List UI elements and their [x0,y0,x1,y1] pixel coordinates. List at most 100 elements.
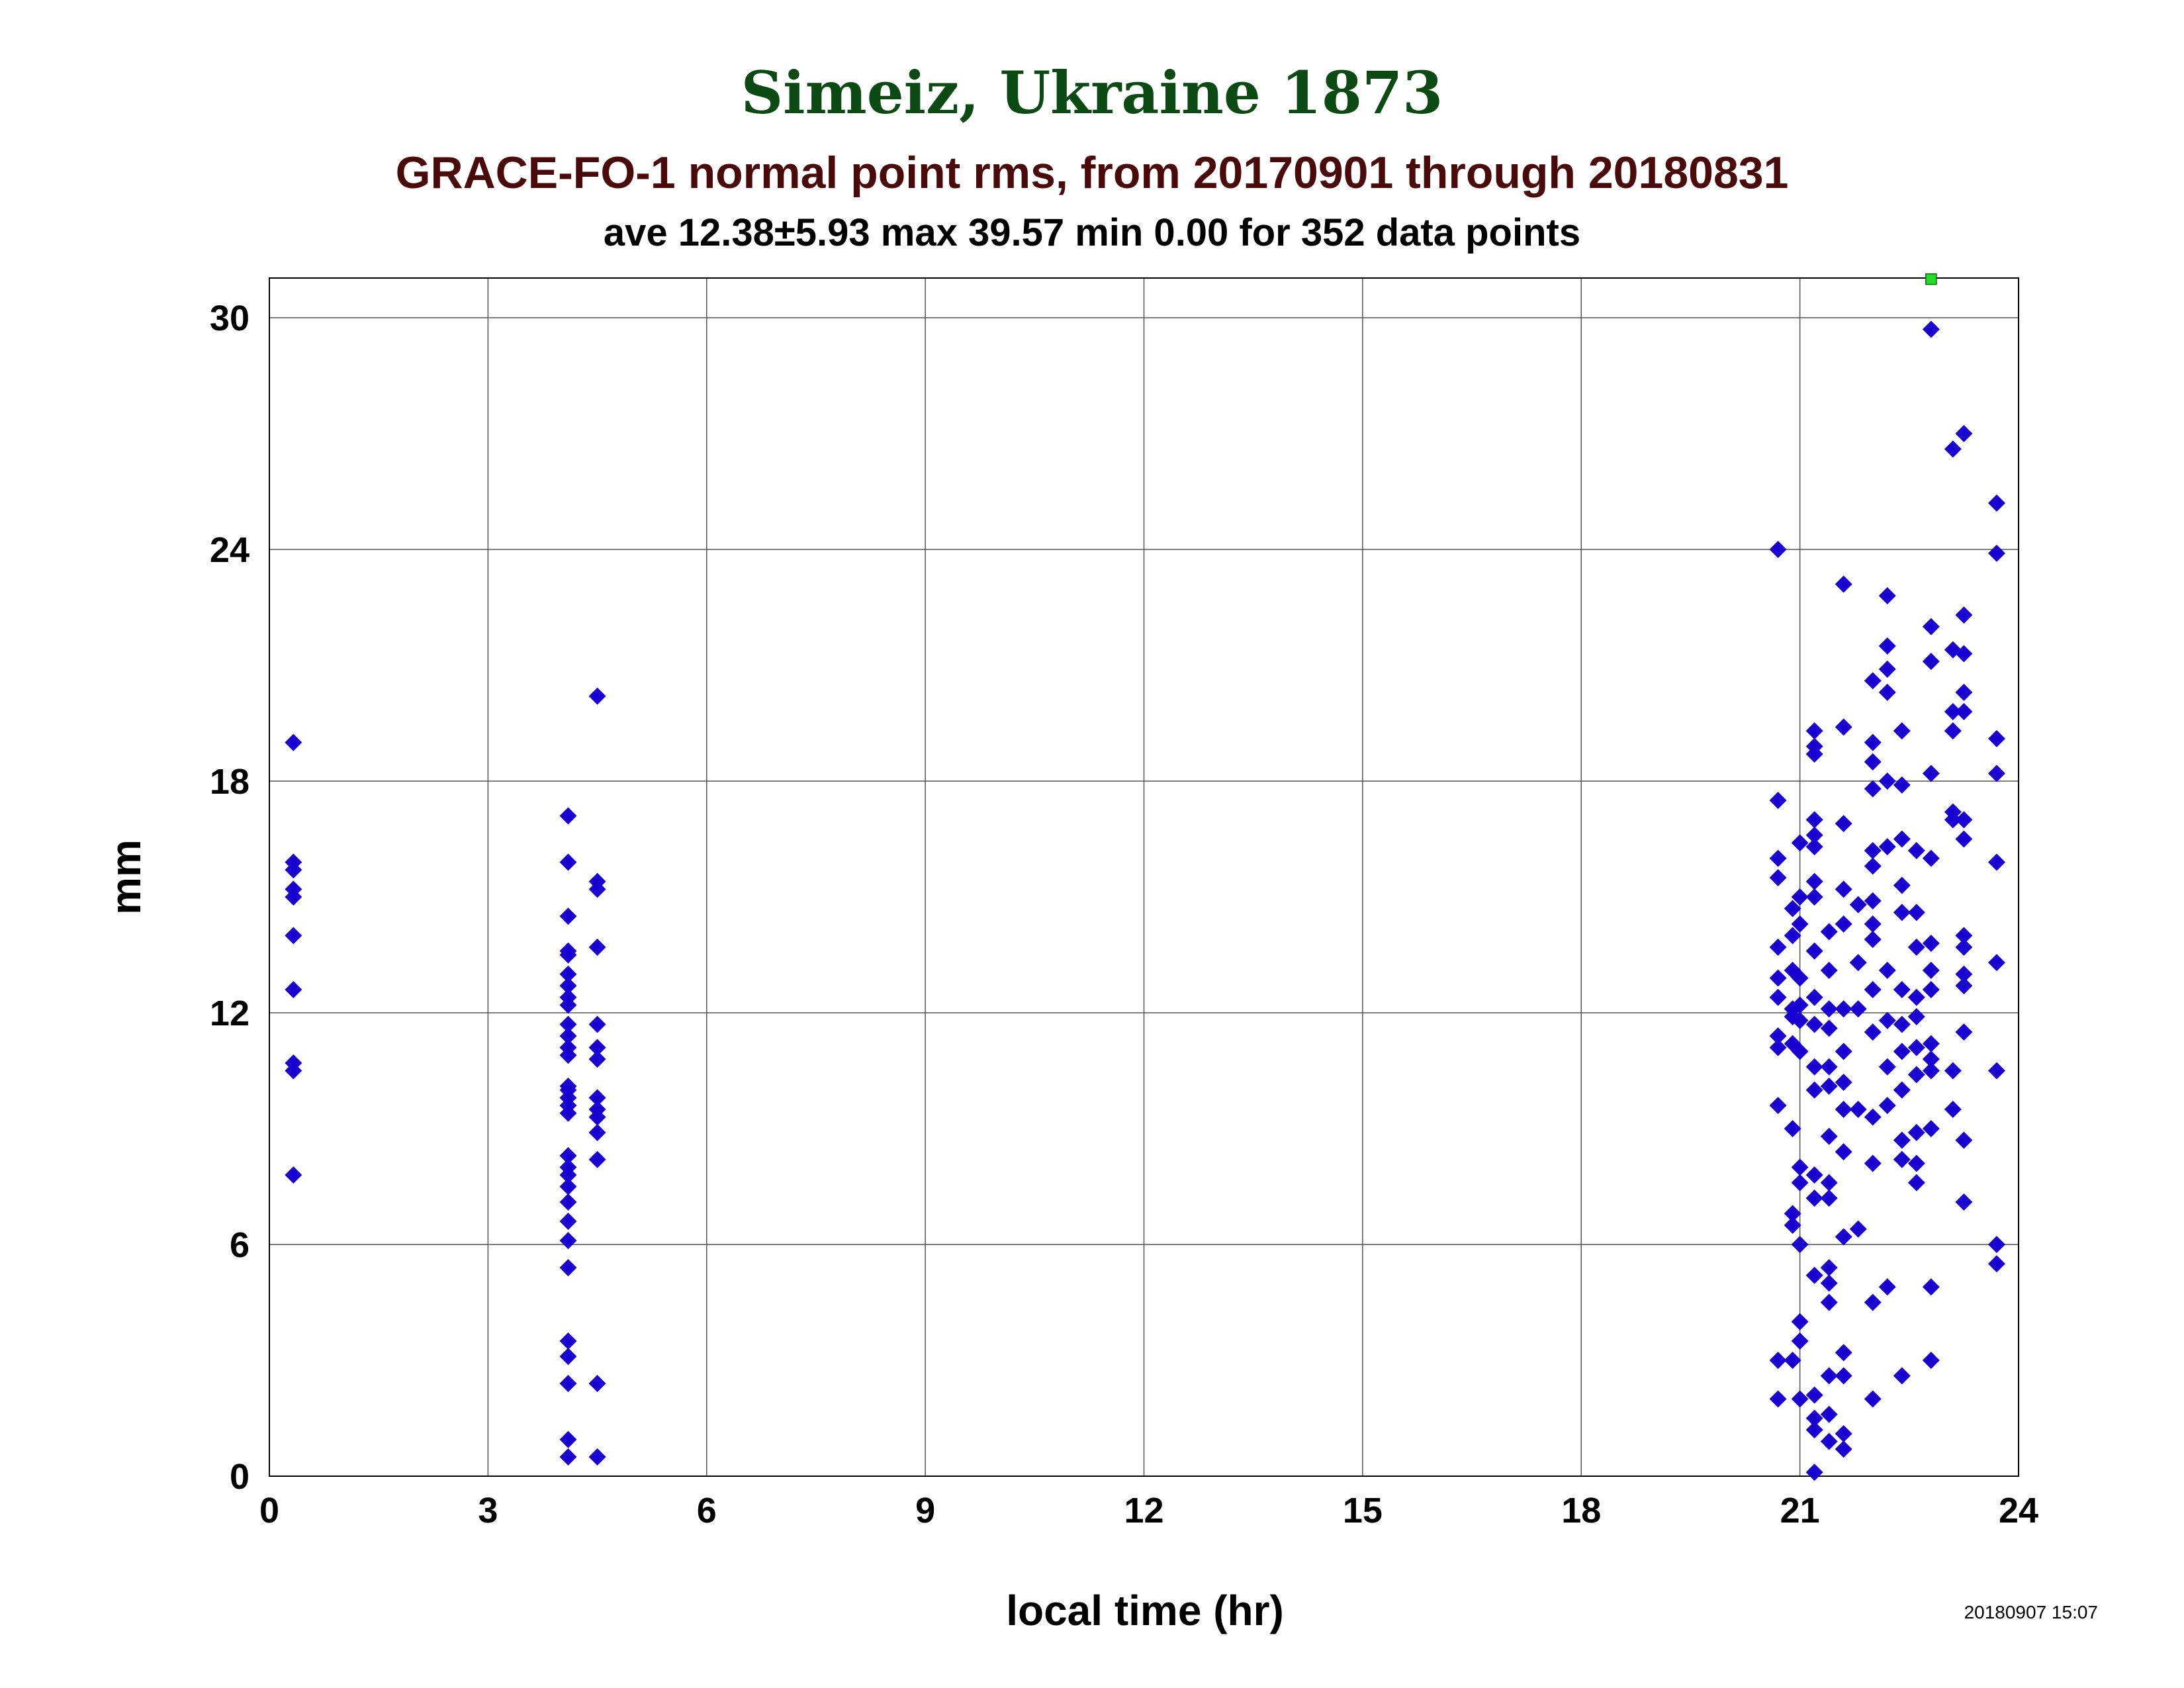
data-point [1864,780,1882,798]
data-point [1805,1190,1823,1207]
x-tick-label: 21 [1780,1491,1820,1530]
data-point [1907,1123,1925,1141]
data-point [1769,541,1787,558]
data-point [1922,981,1940,998]
data-point [1769,868,1787,886]
data-point [1922,1051,1940,1068]
y-tick-label: 24 [210,530,250,570]
data-point [559,977,577,995]
data-point [1849,954,1867,972]
data-point [285,927,302,945]
data-point [1835,1344,1852,1362]
data-point [588,1150,606,1168]
data-point [1955,703,1973,720]
data-point [1820,1432,1838,1450]
data-point [1907,1039,1925,1056]
data-point [1922,653,1940,671]
data-point [1987,765,2005,782]
data-point [1922,618,1940,635]
data-point [1864,1390,1882,1408]
data-point [1835,575,1852,593]
data-point [1944,440,1962,458]
data-point [1878,637,1896,655]
data-point [1769,938,1787,956]
data-point [1955,965,1973,983]
data-point [1835,1074,1852,1091]
data-point [1835,815,1852,833]
data-point [1922,1062,1940,1080]
data-point [1987,853,2005,871]
data-point [1791,1174,1809,1192]
data-point [1791,915,1809,933]
data-point [1907,988,1925,1006]
data-point [1944,703,1962,720]
y-axis-label: mm [102,839,150,915]
data-point [1805,872,1823,890]
data-point [1922,1278,1940,1296]
data-point [559,908,577,925]
data-point [1769,849,1787,867]
data-point [1820,1174,1838,1192]
data-point [1805,1015,1823,1033]
data-point [1955,1193,1973,1211]
data-point [1864,915,1882,933]
data-point [285,1062,302,1080]
data-point [1878,961,1896,979]
data-point [1944,1062,1962,1080]
x-axis-label: local time (hr) [1006,1587,1284,1634]
data-point [1769,1039,1787,1056]
data-point [1791,996,1809,1014]
data-point [1864,1154,1882,1172]
chart-stats: ave 12.38±5.93 max 39.57 min 0.00 for 35… [603,211,1581,254]
data-point [1805,1421,1823,1438]
data-point [1907,938,1925,956]
data-point [1791,888,1809,906]
y-tick-label: 0 [230,1457,250,1497]
data-point [588,1051,606,1068]
data-point [1987,954,2005,972]
x-tick-label: 0 [259,1491,279,1530]
data-point [1805,1386,1823,1404]
x-tick-label: 15 [1343,1491,1383,1530]
data-point [588,1015,606,1033]
data-point [1769,1027,1787,1045]
data-point [559,1213,577,1230]
data-point [1835,1228,1852,1246]
data-point [1849,1220,1867,1238]
data-point [1893,1367,1911,1385]
data-point [1791,1236,1809,1253]
data-point [559,853,577,871]
data-point [1878,587,1896,604]
data-point [1864,733,1882,751]
plot-frame [269,277,2019,1477]
data-point [1835,1425,1852,1442]
data-point [1893,830,1911,848]
data-point [588,1108,606,1126]
data-point [1784,900,1801,917]
data-point [1955,830,1973,848]
data-point [559,965,577,983]
data-point [1955,1131,1973,1149]
data-point [1820,1127,1838,1145]
data-point [559,1448,577,1466]
data-point [1907,1154,1925,1172]
data-point [1791,1332,1809,1350]
data-point [1864,842,1882,859]
data-point [559,1232,577,1250]
data-point [1864,753,1882,771]
data-point [1922,1035,1940,1053]
data-point [1769,1097,1787,1114]
data-point [559,1104,577,1122]
data-point [1922,765,1940,782]
data-point [1791,1390,1809,1408]
data-point [1955,927,1973,945]
data-point [1820,1190,1838,1207]
data-point [1944,722,1962,740]
data-point [1769,1390,1787,1408]
data-point [1820,1259,1838,1276]
data-point [285,1166,302,1184]
x-tick-label: 24 [1999,1491,2038,1530]
data-point [1769,988,1787,1006]
data-point [285,981,302,998]
data-point [588,1123,606,1141]
